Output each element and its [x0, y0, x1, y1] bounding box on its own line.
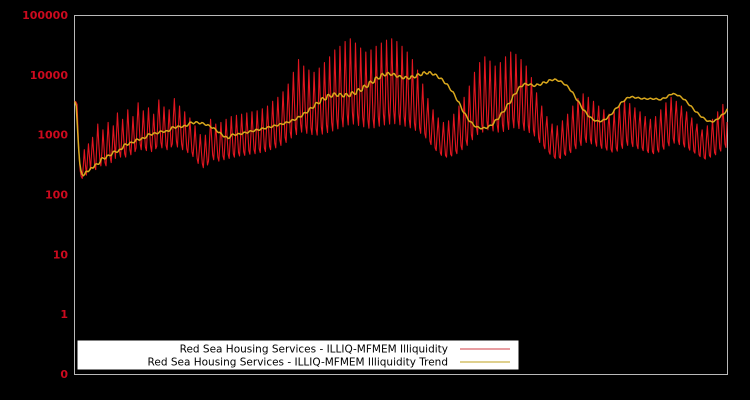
y-axis-tick-labels: 0 1 10 100 1000 10000 100000: [22, 9, 68, 381]
chart-legend[interactable]: Red Sea Housing Services - ILLIQ-MFMEM I…: [77, 340, 519, 370]
y-tick-label-10: 10: [53, 249, 69, 262]
series-line-illiquidity: [74, 38, 728, 179]
plot-frame: [74, 15, 728, 375]
y-tick-label-1: 1: [60, 308, 68, 321]
legend-background: [77, 340, 519, 370]
y-tick-label-1000: 1000: [37, 129, 68, 142]
y-tick-label-100000: 100000: [22, 9, 68, 22]
legend-label-1: Red Sea Housing Services - ILLIQ-MFMEM I…: [148, 357, 448, 369]
legend-label-0: Red Sea Housing Services - ILLIQ-MFMEM I…: [180, 344, 448, 356]
y-tick-label-0: 0: [60, 368, 68, 381]
series-line-illiquidity-trend: [74, 71, 728, 177]
y-tick-label-10000: 10000: [30, 69, 69, 82]
y-tick-label-100: 100: [45, 189, 68, 202]
data-series-group: [74, 38, 728, 179]
